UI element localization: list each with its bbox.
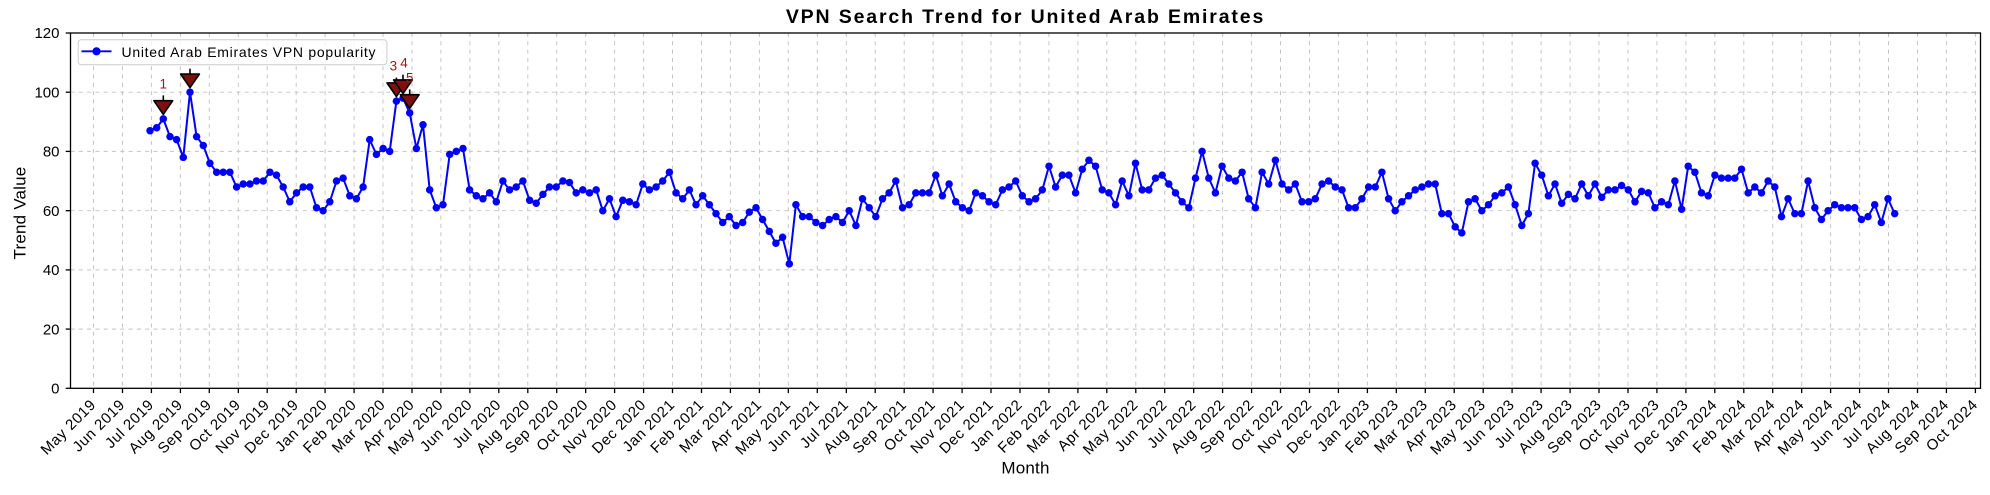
svg-text:3: 3: [390, 59, 398, 74]
svg-text:60: 60: [43, 203, 60, 220]
svg-text:120: 120: [34, 25, 59, 42]
svg-text:100: 100: [34, 84, 59, 101]
svg-text:20: 20: [43, 321, 60, 338]
svg-text:40: 40: [43, 262, 60, 279]
svg-text:5: 5: [406, 70, 414, 85]
svg-text:0: 0: [51, 381, 59, 398]
svg-text:Month: Month: [1001, 459, 1049, 478]
svg-text:VPN Search Trend for United Ar: VPN Search Trend for United Arab Emirate…: [786, 6, 1265, 28]
svg-text:80: 80: [43, 144, 60, 161]
svg-text:1: 1: [160, 76, 168, 91]
svg-text:Trend Value: Trend Value: [10, 167, 29, 260]
svg-text:United Arab Emirates VPN popul: United Arab Emirates VPN popularity: [122, 44, 377, 60]
svg-text:4: 4: [400, 56, 408, 71]
